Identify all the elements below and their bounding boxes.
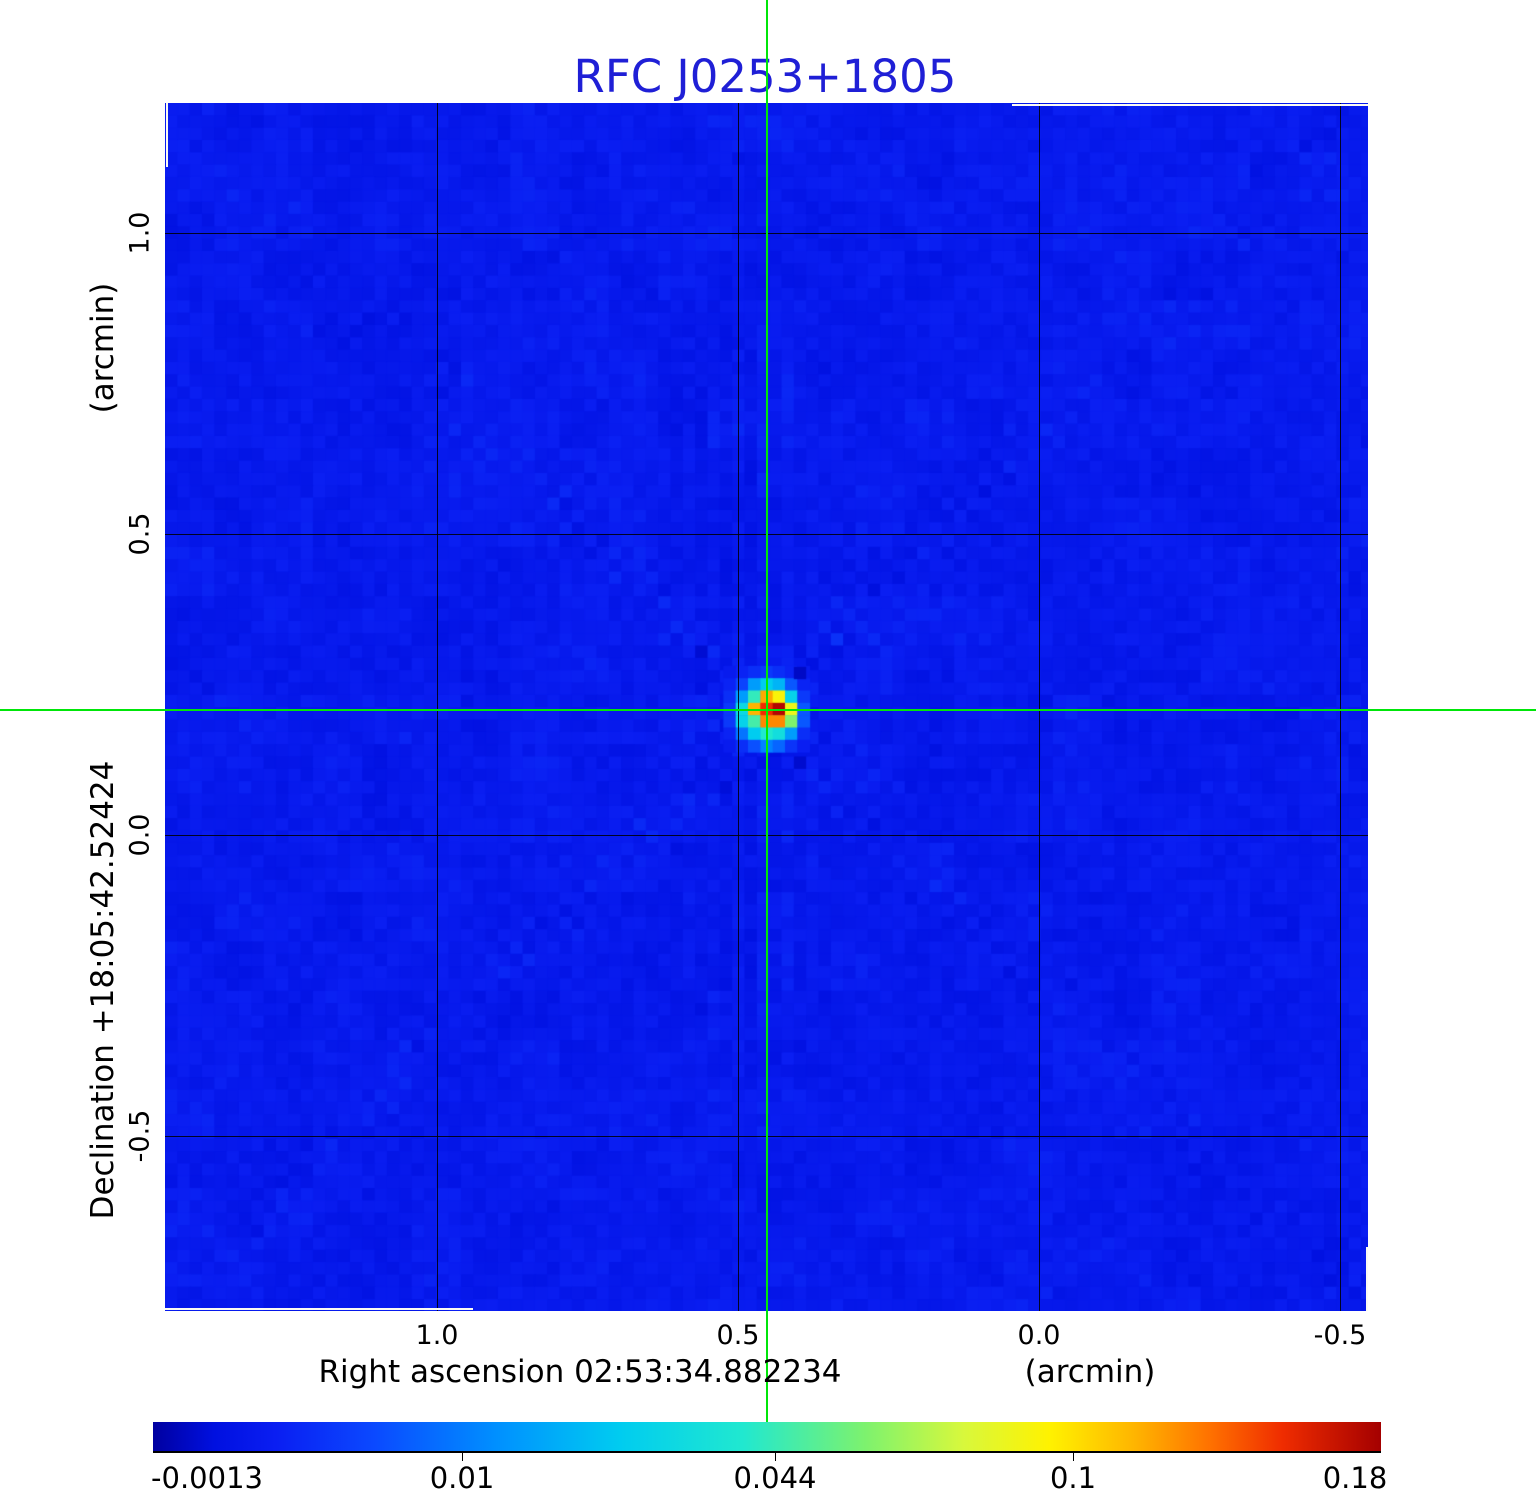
frame-segment: [1366, 1247, 1368, 1311]
crosshair-vertical-line: [766, 0, 768, 1422]
colorbar-label: 0.01: [429, 1461, 495, 1495]
y-tick-label: 1.0: [124, 211, 156, 255]
colorbar-label: -0.0013: [151, 1461, 263, 1495]
x-axis-unit-label: (arcmin): [1024, 1354, 1156, 1390]
grid-line-vertical: [1039, 103, 1040, 1311]
x-tick-label: 0.5: [716, 1320, 760, 1351]
page-title: RFC J0253+1805: [573, 50, 957, 103]
frame-segment: [166, 103, 168, 167]
x-axis-title: Right ascension 02:53:34.882234: [318, 1354, 842, 1390]
colorbar-gradient: [153, 1422, 1381, 1453]
colorbar-label: 0.18: [1322, 1461, 1388, 1495]
colorbar-tick: [1073, 1453, 1074, 1461]
colorbar-label: 0.044: [733, 1461, 817, 1495]
colorbar-tick: [775, 1453, 776, 1461]
y-tick-label: 0.5: [124, 512, 156, 556]
y-tick-label: 0.0: [124, 813, 156, 857]
x-tick-label: 0.0: [1017, 1320, 1061, 1351]
x-tick-label: -0.5: [1313, 1320, 1367, 1351]
y-axis-unit-label: (arcmin): [85, 282, 121, 414]
grid-line-vertical: [437, 103, 438, 1311]
colorbar-label: 0.1: [1049, 1461, 1097, 1495]
crosshair-horizontal-line: [0, 709, 1536, 711]
y-tick-label: -0.5: [124, 1109, 156, 1163]
x-tick-label: 1.0: [415, 1320, 459, 1351]
grid-line-vertical: [738, 103, 739, 1311]
colorbar-tick: [462, 1453, 463, 1461]
y-axis-title: Declination +18:05:42.52424: [85, 760, 121, 1220]
frame-segment: [1012, 104, 1368, 106]
grid-line-vertical: [1340, 103, 1341, 1311]
frame-segment: [165, 1308, 473, 1310]
